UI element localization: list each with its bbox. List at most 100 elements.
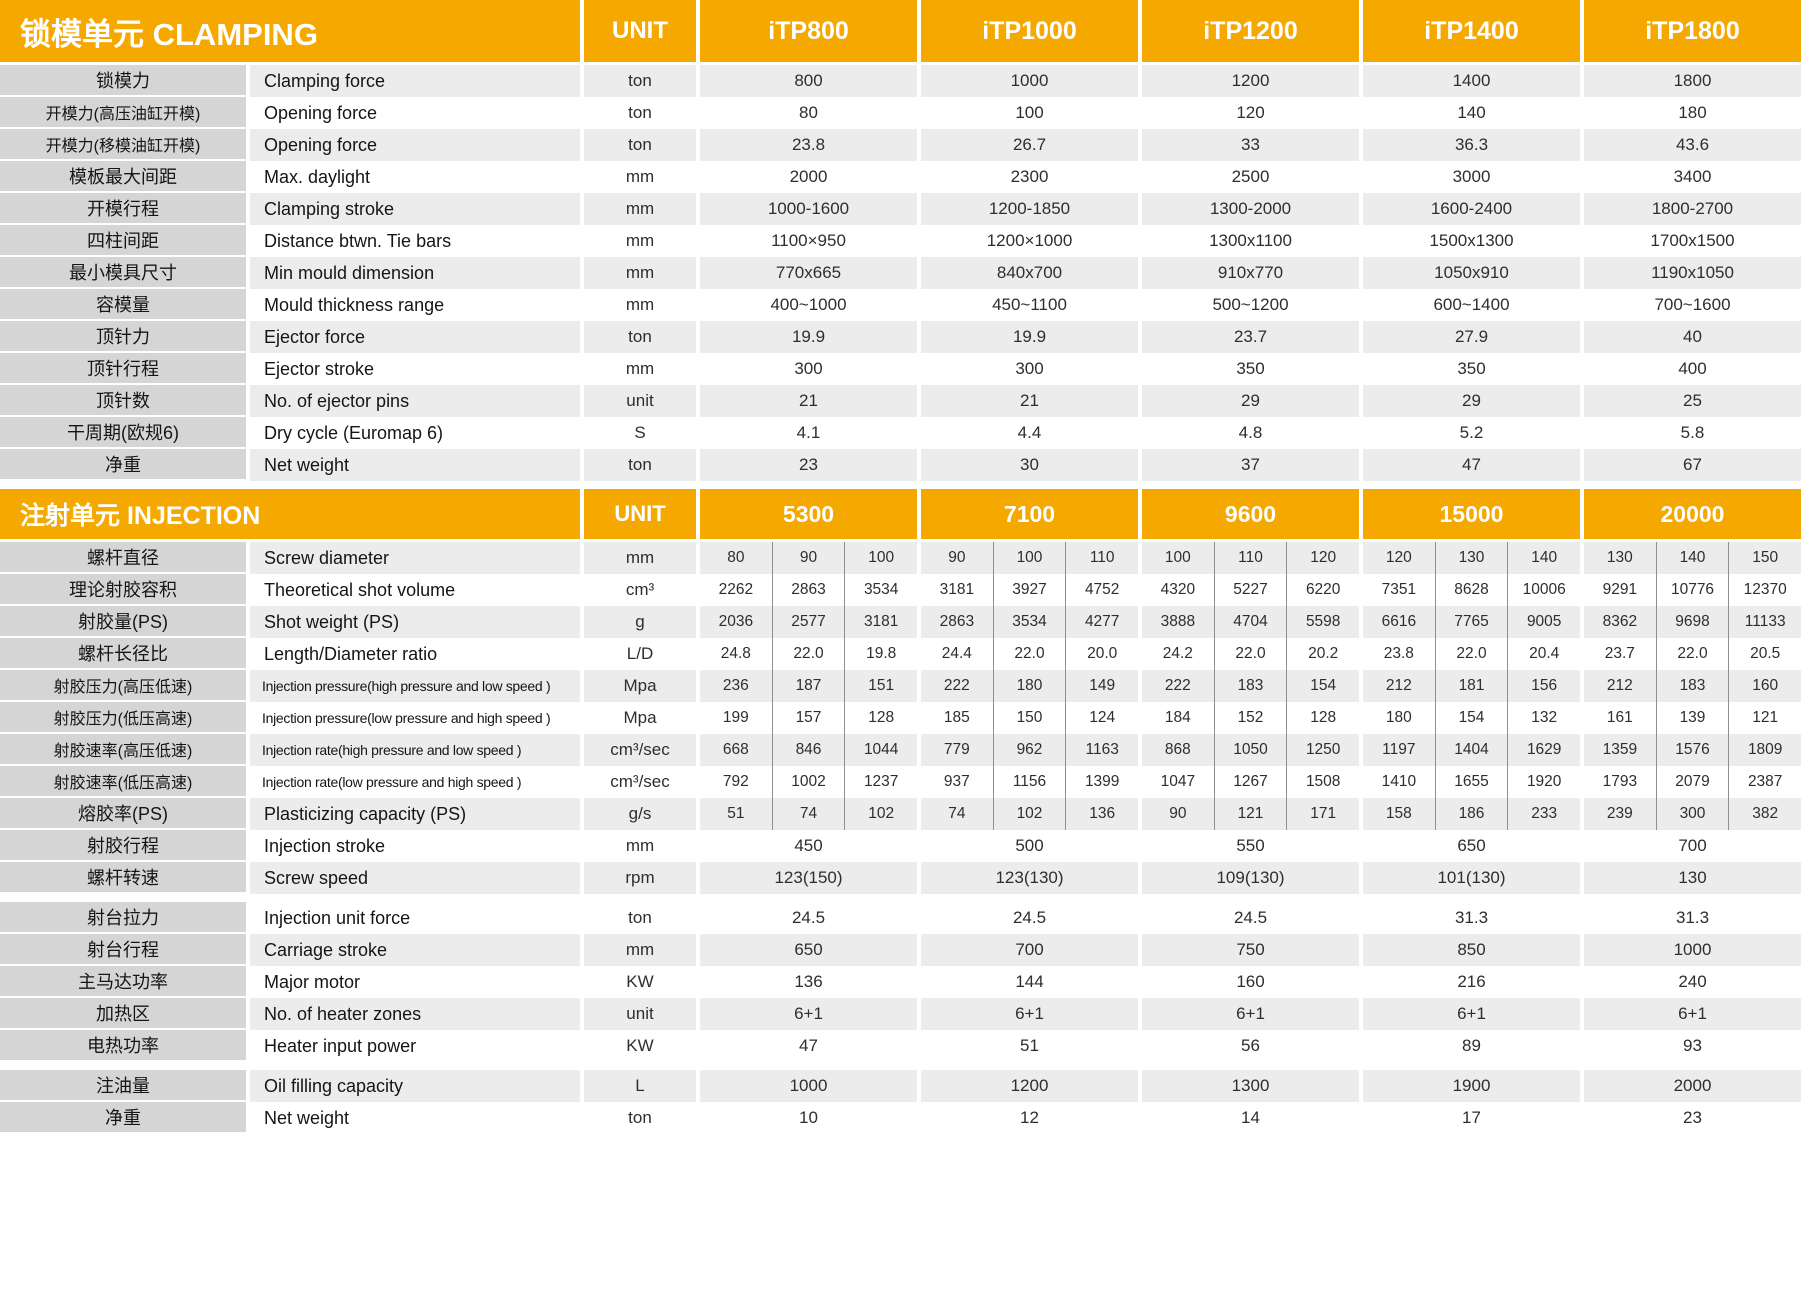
spec-value: 22.0 — [771, 638, 845, 670]
spec-value: 4.8 — [1238, 423, 1263, 442]
spec-value: 1800 — [1673, 71, 1712, 90]
spec-value: 212 — [1385, 677, 1412, 694]
model-value-group: 17 — [1363, 1102, 1580, 1134]
spec-value: 1200×1000 — [986, 231, 1073, 250]
spec-value: 31.3 — [1454, 908, 1489, 927]
model-value-group: 2000 — [1584, 1070, 1801, 1102]
spec-value: 1000-1600 — [767, 199, 850, 218]
model-value-group: 1400 — [1363, 65, 1580, 97]
spec-unit: ton — [584, 129, 696, 161]
spec-unit: cm³/sec — [584, 734, 696, 766]
spec-value: 1920 — [1507, 766, 1580, 798]
spec-value: 5227 — [1213, 574, 1287, 606]
spec-value: 4.4 — [1017, 423, 1042, 442]
spec-value: 2262 — [718, 581, 754, 598]
spec-unit: unit — [584, 385, 696, 417]
model-value-group: 6616 7765 9005 — [1363, 606, 1580, 638]
spec-value: 2000 — [1673, 1076, 1712, 1095]
spec-label-cn: 净重 — [0, 1102, 246, 1134]
spec-value: 128 — [1286, 702, 1359, 734]
model-value-group: 400~1000 — [700, 289, 917, 321]
spec-value: 21 — [1020, 391, 1039, 410]
model-value-group: 100 110 120 — [1142, 542, 1359, 574]
spec-value: 400 — [1678, 359, 1707, 378]
clamping-section: 锁模单元 CLAMPING UNIT iTP800 iTP1000 iTP1200 iTP… — [0, 0, 1801, 481]
model-header-iTP1400: iTP1400 — [1363, 0, 1580, 62]
spec-value: 1410 — [1381, 773, 1417, 790]
model-value-group: 43.6 — [1584, 129, 1801, 161]
model-value-group: 550 — [1142, 830, 1359, 862]
model-value-group: 668 846 1044 — [700, 734, 917, 766]
spec-value: 700 — [1015, 940, 1044, 959]
spec-row: 净重 Net weight ton 10 12 14 17 23 — [0, 1102, 1801, 1134]
spec-value: 150 — [992, 702, 1066, 734]
model-value-group: 29 — [1142, 385, 1359, 417]
spec-label-en: Injection rate(low pressure and high spe… — [262, 774, 522, 790]
spec-label-cn: 射胶速率(高压低速) — [0, 734, 246, 766]
model-value-group: 650 — [1363, 830, 1580, 862]
spec-value: 1300x1100 — [1209, 231, 1292, 250]
model-value-group: 2036 2577 3181 — [700, 606, 917, 638]
model-value-group: 6+1 — [1584, 998, 1801, 1030]
spec-value: 1050x910 — [1434, 263, 1509, 282]
spec-value: 24.5 — [1012, 908, 1047, 927]
spec-row: 干周期(欧规6) Dry cycle (Euromap 6) S 4.1 4.4 4.8 5… — [0, 417, 1801, 449]
spec-value: 187 — [771, 670, 845, 702]
spec-value: 123(150) — [774, 868, 843, 887]
spec-value: 1300 — [1231, 1076, 1270, 1095]
model-value-group: 1200 — [1142, 65, 1359, 97]
spec-value: 1267 — [1213, 766, 1287, 798]
spec-value: 100 — [1164, 549, 1191, 566]
spec-label-en: Min mould dimension — [250, 257, 580, 289]
model-value-group: 868 1050 1250 — [1142, 734, 1359, 766]
spec-value: 1300-2000 — [1209, 199, 1292, 218]
spec-value: 140 — [1457, 103, 1486, 122]
spec-value: 17 — [1462, 1108, 1481, 1127]
spec-value: 80 — [727, 549, 745, 566]
spec-unit: ton — [584, 321, 696, 353]
spec-value: 450 — [794, 836, 823, 855]
spec-value: 300 — [1655, 798, 1729, 830]
spec-label-cn: 顶针数 — [0, 385, 246, 417]
model-value-group: 850 — [1363, 934, 1580, 966]
spec-value: 700 — [1678, 836, 1707, 855]
model-value-group: 236 187 151 — [700, 670, 917, 702]
spec-label-en: Net weight — [264, 1107, 350, 1128]
model-value-group: 1200×1000 — [921, 225, 1138, 257]
spec-label-cn: 射胶行程 — [0, 830, 246, 862]
spec-value: 156 — [1507, 670, 1580, 702]
spec-value: 850 — [1457, 940, 1486, 959]
spec-label-en: Oil filling capacity — [250, 1070, 580, 1102]
spec-value: 100 — [992, 542, 1066, 574]
spec-value: 130 — [1606, 549, 1633, 566]
model-value-group: 450~1100 — [921, 289, 1138, 321]
spec-value: 180 — [1385, 709, 1412, 726]
spec-value: 8628 — [1434, 574, 1508, 606]
spec-value: 11133 — [1728, 606, 1801, 638]
spec-label-en: Injection pressure(low pressure and high… — [262, 710, 551, 726]
spec-row: 理论射胶容积 Theoretical shot volume cm³ 2262 2863… — [0, 574, 1801, 606]
spec-value: 3534 — [992, 606, 1066, 638]
spec-value: 650 — [794, 940, 823, 959]
spec-value: 185 — [943, 709, 970, 726]
spec-label-en: Injection unit force — [264, 907, 411, 928]
spec-value: 30 — [1020, 455, 1039, 474]
spec-value: 3400 — [1673, 167, 1712, 186]
spec-unit: L — [584, 1070, 696, 1102]
spec-value: 3000 — [1452, 167, 1491, 186]
spec-value: 1400 — [1452, 71, 1491, 90]
spec-row: 射台拉力 Injection unit force ton 24.5 24.5 24.5 3… — [0, 902, 1801, 934]
spec-label-en: Theoretical shot volume — [264, 579, 456, 600]
spec-label-en: Ejector stroke — [264, 358, 375, 379]
spec-row: 开模力(移模油缸开模) Opening force ton 23.8 26.7 33 36.… — [0, 129, 1801, 161]
model-value-group: 184 152 128 — [1142, 702, 1359, 734]
model-value-group: 29 — [1363, 385, 1580, 417]
model-value-group: 24.5 — [921, 902, 1138, 934]
model-value-group: 120 — [1142, 97, 1359, 129]
spec-label-cn: 螺杆直径 — [0, 542, 246, 574]
spec-value: 74 — [948, 805, 966, 822]
spec-value: 109(130) — [1216, 868, 1285, 887]
spec-value: 120 — [1385, 549, 1412, 566]
spec-value: 23.8 — [791, 135, 826, 154]
spec-value: 120 — [1236, 103, 1265, 122]
